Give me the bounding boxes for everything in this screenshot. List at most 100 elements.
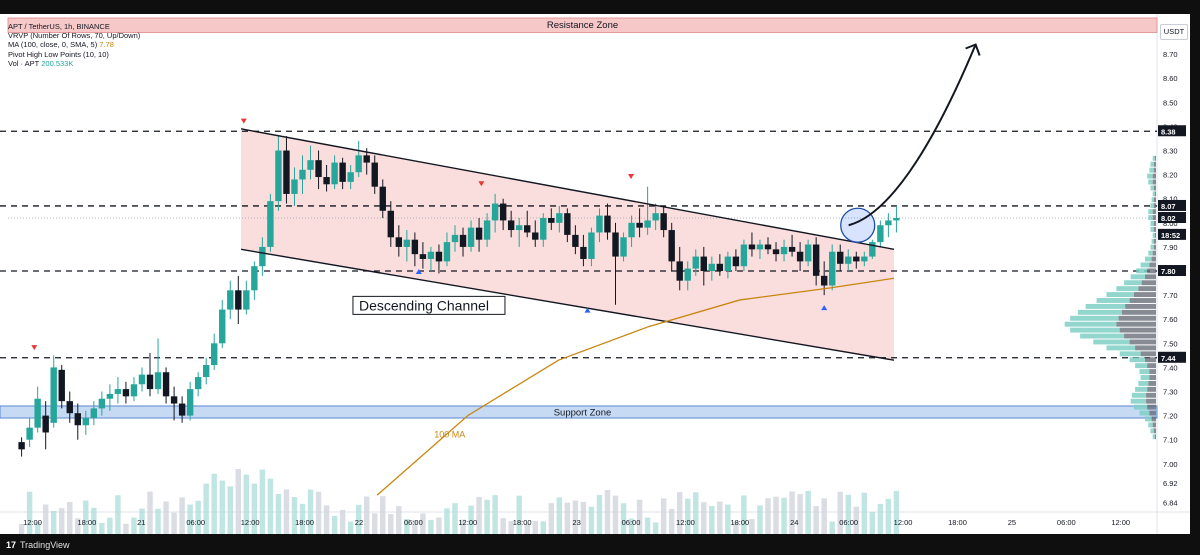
x-tick-label: 06:00 [186, 518, 205, 527]
x-tick-label: 24 [790, 518, 798, 527]
volume-bar [372, 513, 378, 534]
vp-up-bar [1148, 422, 1153, 428]
candle-body [331, 162, 338, 185]
projection-arrow [848, 44, 977, 227]
candle-body [323, 177, 330, 185]
vp-up-bar [1080, 333, 1125, 339]
legend-symbol[interactable]: APT / TetherUS, 1h, BINANCE [8, 22, 110, 31]
vp-up-bar [1135, 386, 1148, 392]
candle-body [620, 237, 627, 257]
volume-bar [893, 490, 900, 534]
vp-down-bar [1152, 179, 1156, 185]
candle [491, 193, 499, 233]
price-tag [1158, 125, 1186, 137]
legend-ma[interactable]: MA (100, close, 0, SMA, 5) 7.78 [8, 40, 140, 49]
candle-body [267, 201, 274, 247]
candle [588, 227, 595, 267]
volume-bar [34, 521, 41, 534]
candle-body [548, 218, 555, 223]
x-tick-label: 21 [137, 518, 145, 527]
volume-bar [773, 496, 779, 534]
vp-up-bar [1147, 173, 1153, 179]
legend-vrvp[interactable]: VRVP (Number Of Rows, 70, Up/Down) [8, 31, 141, 41]
volume-bar [67, 502, 73, 534]
volume-bar [307, 489, 314, 534]
volume-bar [155, 508, 161, 534]
volume-bar [243, 474, 250, 534]
legend-pivot[interactable]: Pivot High Low Points (10, 10) [8, 49, 109, 59]
candle-body [339, 162, 346, 182]
candle-body [194, 377, 202, 390]
candle-body [684, 268, 691, 281]
vp-up-bar [1129, 357, 1145, 363]
candle [740, 239, 748, 272]
candle-body [491, 203, 499, 221]
candle [820, 261, 828, 296]
candle [259, 237, 266, 276]
volume-bar [259, 469, 266, 534]
candle-body [516, 225, 523, 231]
vp-up-bar [1148, 215, 1153, 221]
vp-down-bar [1149, 375, 1156, 380]
vp-down-bar [1152, 250, 1156, 256]
vp-down-bar [1153, 161, 1156, 167]
y-tick-label: 8.20 [1163, 171, 1178, 180]
resistance-zone [7, 17, 1158, 33]
candle [845, 249, 852, 272]
x-tick-label: 23 [572, 518, 580, 527]
vp-up-bar [1134, 404, 1148, 410]
volume-bar [444, 508, 450, 534]
currency-button[interactable]: USDT [1160, 24, 1188, 40]
candle-body [596, 215, 603, 233]
candle [796, 242, 804, 272]
volume-bar [861, 492, 868, 534]
volume-bar [251, 483, 258, 534]
vp-up-bar [1106, 345, 1136, 351]
candle [154, 338, 162, 394]
vp-down-bar [1129, 298, 1156, 303]
channel-upper-line [240, 128, 895, 251]
candle-body [564, 213, 571, 235]
pivot-low-marker [821, 305, 828, 311]
vp-down-bar [1152, 422, 1156, 428]
volume-bar [620, 503, 627, 534]
y-tick-label: 7.10 [1163, 436, 1178, 445]
volume-bar [765, 498, 771, 534]
y-tick-label: 8.60 [1163, 74, 1178, 83]
candle [443, 232, 451, 267]
tradingview-logo-icon: 17 [6, 540, 17, 550]
vp-down-bar [1149, 410, 1156, 416]
x-tick-label: 06:00 [1057, 518, 1076, 527]
x-tick-label: 18:00 [513, 518, 532, 527]
candle-body [540, 218, 547, 240]
candle [628, 215, 635, 247]
volume-bar [171, 512, 177, 534]
candle-body [788, 246, 796, 252]
volume-bar [612, 495, 619, 534]
price-tag [1158, 212, 1186, 224]
candle [58, 365, 65, 409]
volume-bar [845, 494, 851, 534]
candle-body [580, 246, 587, 259]
vp-down-bar [1153, 197, 1156, 203]
vp-down-bar [1152, 209, 1156, 215]
volume-bar [492, 495, 498, 534]
vp-up-bar [1140, 375, 1150, 380]
candle-body [572, 234, 579, 247]
volume-bar [315, 491, 322, 534]
candle-body [42, 415, 49, 433]
candle-body [307, 160, 314, 170]
vp-up-bar [1150, 226, 1154, 232]
legend-vol[interactable]: Vol · APT 200.533K [8, 59, 140, 68]
y-tick-label: 7.30 [1163, 388, 1178, 397]
candle-body [780, 246, 788, 255]
vp-down-bar [1146, 398, 1156, 404]
volume-bar [83, 500, 89, 534]
candle-body [219, 309, 226, 344]
price-tag-label: 8.02 [1161, 214, 1176, 223]
candle [716, 254, 724, 276]
candle-body [451, 234, 459, 243]
y-tick-label: 8.30 [1163, 147, 1178, 156]
vp-up-bar [1139, 369, 1150, 375]
